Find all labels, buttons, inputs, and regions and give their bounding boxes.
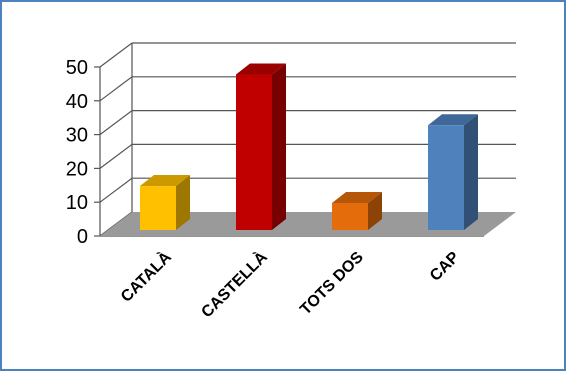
- chart-floor: [100, 212, 516, 236]
- y-tick-label: 0: [77, 226, 88, 248]
- bar-top: [140, 175, 190, 187]
- y-tick-label: 30: [66, 125, 88, 147]
- bar-1: [140, 175, 190, 230]
- bar-side: [368, 191, 382, 230]
- gridline-depth: [99, 143, 133, 169]
- bar-3: [332, 191, 382, 230]
- bar-4: [428, 114, 478, 230]
- bar-side: [272, 63, 286, 230]
- gridline-depth: [99, 177, 133, 203]
- gridline-depth: [99, 76, 133, 102]
- bar-2: [236, 63, 286, 231]
- bar-front: [332, 202, 368, 230]
- bar-top: [428, 114, 478, 126]
- y-tick-label: 50: [66, 57, 88, 79]
- y-tick-label: 20: [66, 158, 88, 180]
- y-tick-label: 10: [66, 192, 88, 214]
- bar-front: [428, 125, 464, 230]
- floor: [100, 212, 516, 236]
- bars: [140, 63, 478, 231]
- bar-side: [464, 114, 478, 230]
- bar-top: [332, 191, 382, 203]
- gridline-depth: [99, 42, 133, 68]
- bar-front: [140, 186, 176, 230]
- gridline-depth: [99, 110, 133, 136]
- y-tick-labels: 0 10 20 30 40 50: [66, 57, 88, 248]
- bar-side: [176, 175, 190, 230]
- bar-top: [236, 63, 286, 75]
- y-tick-label: 40: [66, 91, 88, 113]
- bar-front: [236, 74, 272, 231]
